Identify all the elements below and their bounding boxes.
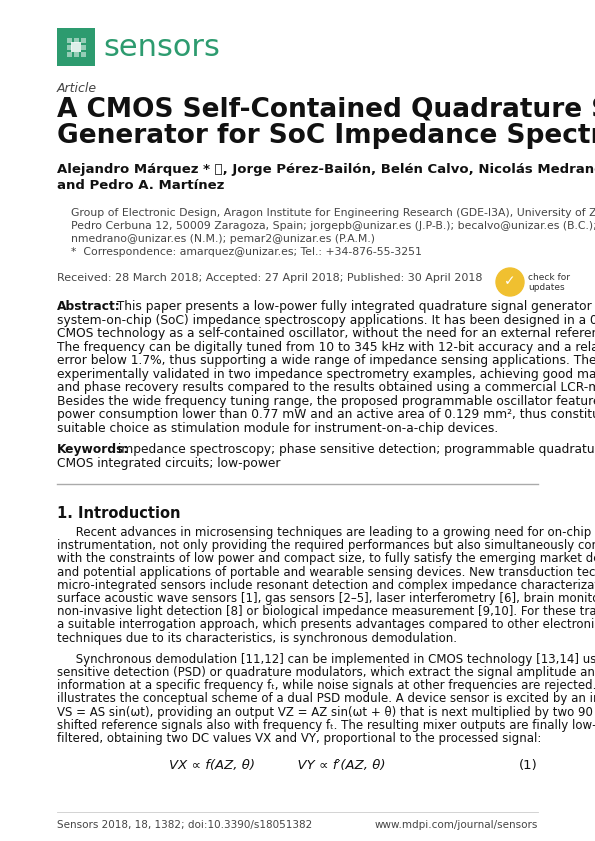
Text: Article: Article — [57, 82, 97, 95]
Text: Generator for SoC Impedance Spectroscopy: Generator for SoC Impedance Spectroscopy — [57, 123, 595, 149]
FancyBboxPatch shape — [74, 38, 79, 43]
Text: VX ∝ f(AZ, θ)          VY ∝ f′(AZ, θ): VX ∝ f(AZ, θ) VY ∝ f′(AZ, θ) — [169, 759, 386, 772]
Text: Keywords:: Keywords: — [57, 443, 129, 456]
Text: This paper presents a low-power fully integrated quadrature signal generator for: This paper presents a low-power fully in… — [109, 300, 595, 313]
Text: illustrates the conceptual scheme of a dual PSD module. A device sensor is excit: illustrates the conceptual scheme of a d… — [57, 692, 595, 706]
FancyBboxPatch shape — [71, 42, 81, 52]
FancyBboxPatch shape — [57, 28, 95, 66]
Circle shape — [496, 268, 524, 296]
Text: power consumption lower than 0.77 mW and an active area of 0.129 mm², thus const: power consumption lower than 0.77 mW and… — [57, 408, 595, 421]
Text: surface acoustic wave sensors [1], gas sensors [2–5], laser interferometry [6], : surface acoustic wave sensors [1], gas s… — [57, 592, 595, 605]
Text: A CMOS Self-Contained Quadrature Signal: A CMOS Self-Contained Quadrature Signal — [57, 97, 595, 123]
Text: updates: updates — [528, 283, 565, 292]
Text: experimentally validated in two impedance spectrometry examples, achieving good : experimentally validated in two impedanc… — [57, 368, 595, 380]
Text: CMOS technology as a self-contained oscillator, without the need for an external: CMOS technology as a self-contained osci… — [57, 327, 595, 340]
Text: sensitive detection (PSD) or quadrature modulators, which extract the signal amp: sensitive detection (PSD) or quadrature … — [57, 666, 595, 679]
FancyBboxPatch shape — [67, 45, 71, 50]
Text: a suitable interrogation approach, which presents advantages compared to other e: a suitable interrogation approach, which… — [57, 618, 595, 632]
Text: check for: check for — [528, 272, 570, 282]
Text: with the constraints of low power and compact size, to fully satisfy the emergin: with the constraints of low power and co… — [57, 553, 595, 565]
Text: (1): (1) — [519, 759, 538, 772]
Text: Pedro Cerbuna 12, 50009 Zaragoza, Spain; jorgepb@unizar.es (J.P-B.); becalvo@uni: Pedro Cerbuna 12, 50009 Zaragoza, Spain;… — [71, 221, 595, 231]
FancyBboxPatch shape — [80, 38, 86, 43]
Text: Received: 28 March 2018; Accepted: 27 April 2018; Published: 30 April 2018: Received: 28 March 2018; Accepted: 27 Ap… — [57, 273, 483, 283]
FancyBboxPatch shape — [80, 45, 86, 50]
Text: suitable choice as stimulation module for instrument-on-a-chip devices.: suitable choice as stimulation module fo… — [57, 421, 498, 435]
Text: 1. Introduction: 1. Introduction — [57, 506, 180, 521]
Text: *  Correspondence: amarquez@unizar.es; Tel.: +34-876-55-3251: * Correspondence: amarquez@unizar.es; Te… — [71, 247, 422, 257]
Text: information at a specific frequency fₜ, while noise signals at other frequencies: information at a specific frequency fₜ, … — [57, 680, 595, 692]
Text: ✓: ✓ — [504, 274, 516, 288]
FancyBboxPatch shape — [67, 38, 71, 43]
Text: The frequency can be digitally tuned from 10 to 345 kHz with 12-bit accuracy and: The frequency can be digitally tuned fro… — [57, 341, 595, 353]
Text: micro-integrated sensors include resonant detection and complex impedance charac: micro-integrated sensors include resonan… — [57, 579, 595, 592]
Text: CMOS integrated circuits; low-power: CMOS integrated circuits; low-power — [57, 457, 280, 469]
Text: techniques due to its characteristics, is synchronous demodulation.: techniques due to its characteristics, i… — [57, 632, 457, 644]
Text: Abstract:: Abstract: — [57, 300, 121, 313]
Text: non-invasive light detection [8] or biological impedance measurement [9,10]. For: non-invasive light detection [8] or biol… — [57, 606, 595, 618]
FancyBboxPatch shape — [67, 51, 71, 56]
FancyBboxPatch shape — [80, 51, 86, 56]
FancyBboxPatch shape — [74, 51, 79, 56]
Text: Group of Electronic Design, Aragon Institute for Engineering Research (GDE-I3A),: Group of Electronic Design, Aragon Insti… — [71, 208, 595, 218]
Text: sensors: sensors — [103, 33, 220, 61]
Text: Alejandro Márquez * ⓘ, Jorge Pérez-Bailón, Belén Calvo, Nicolás Medrano ⓘ: Alejandro Márquez * ⓘ, Jorge Pérez-Bailó… — [57, 163, 595, 176]
Text: Recent advances in microsensing techniques are leading to a growing need for on-: Recent advances in microsensing techniqu… — [57, 526, 595, 539]
Text: system-on-chip (SoC) impedance spectroscopy applications. It has been designed i: system-on-chip (SoC) impedance spectrosc… — [57, 314, 595, 326]
Text: Synchronous demodulation [11,12] can be implemented in CMOS technology [13,14] u: Synchronous demodulation [11,12] can be … — [57, 653, 595, 666]
Text: and potential applications of portable and wearable sensing devices. New transdu: and potential applications of portable a… — [57, 566, 595, 579]
Text: shifted reference signals also with frequency fₜ. The resulting mixer outputs ar: shifted reference signals also with freq… — [57, 719, 595, 732]
Text: error below 1.7%, thus supporting a wide range of impedance sensing applications: error below 1.7%, thus supporting a wide… — [57, 354, 595, 367]
Text: VS = AS sin(ωt), providing an output VZ = AZ sin(ωt + θ) that is next multiplied: VS = AS sin(ωt), providing an output VZ … — [57, 706, 595, 718]
Text: instrumentation, not only providing the required performances but also simultane: instrumentation, not only providing the … — [57, 539, 595, 553]
Text: and Pedro A. Martínez: and Pedro A. Martínez — [57, 179, 224, 192]
Text: filtered, obtaining two DC values VX and VY, proportional to the processed signa: filtered, obtaining two DC values VX and… — [57, 732, 541, 745]
Text: Sensors 2018, 18, 1382; doi:10.3390/s18051382: Sensors 2018, 18, 1382; doi:10.3390/s180… — [57, 820, 312, 830]
Text: and phase recovery results compared to the results obtained using a commercial L: and phase recovery results compared to t… — [57, 381, 595, 394]
Text: nmedrano@unizar.es (N.M.); pemar2@unizar.es (P.A.M.): nmedrano@unizar.es (N.M.); pemar2@unizar… — [71, 234, 375, 244]
Text: www.mdpi.com/journal/sensors: www.mdpi.com/journal/sensors — [375, 820, 538, 830]
Text: impedance spectroscopy; phase sensitive detection; programmable quadrature oscil: impedance spectroscopy; phase sensitive … — [114, 443, 595, 456]
Text: Besides the wide frequency tuning range, the proposed programmable oscillator fe: Besides the wide frequency tuning range,… — [57, 394, 595, 408]
